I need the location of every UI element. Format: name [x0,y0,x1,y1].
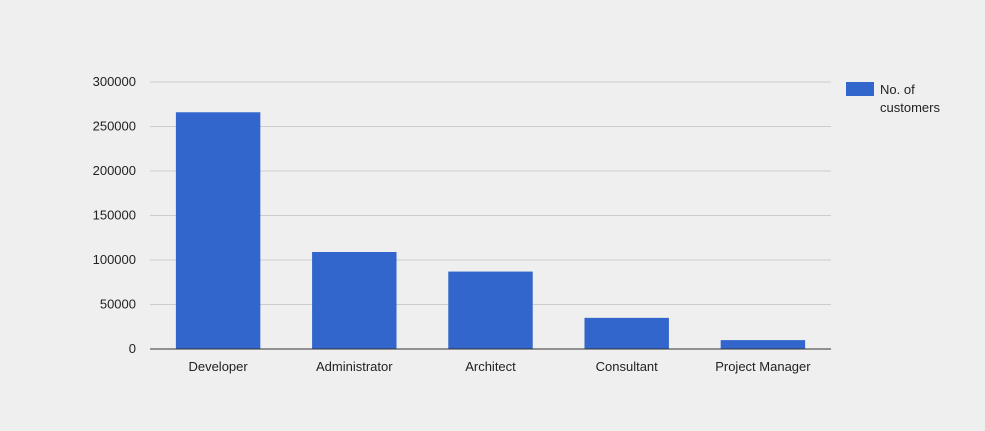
y-tick-label: 0 [129,341,136,356]
y-tick-label: 50000 [100,297,136,312]
bar-architect[interactable] [448,271,533,349]
y-axis-tick-labels: 0 50000 100000 150000 200000 250000 300000 [93,74,136,356]
gridlines [150,81,831,305]
legend-label-line-1: No. of [880,82,915,97]
bar-consultant[interactable] [584,317,669,349]
bar-developer[interactable] [175,112,261,349]
legend-label-line-2: customers [880,100,940,115]
y-tick-label: 200000 [93,163,136,178]
x-category-label: Consultant [596,359,659,374]
legend-swatch [846,82,874,96]
legend: No. of customers [846,82,940,115]
bar-project-manager[interactable] [720,340,806,349]
x-category-label: Developer [188,359,248,374]
y-tick-label: 100000 [93,252,136,267]
y-tick-label: 250000 [93,119,136,134]
x-category-label: Administrator [316,359,393,374]
x-category-label: Architect [465,359,516,374]
x-category-label: Project Manager [715,359,811,374]
bars [175,112,806,349]
y-tick-label: 150000 [93,208,136,223]
y-tick-label: 300000 [93,74,136,89]
bar-administrator[interactable] [312,251,397,349]
x-axis-category-labels: Developer Administrator Architect Consultan… [188,359,811,374]
